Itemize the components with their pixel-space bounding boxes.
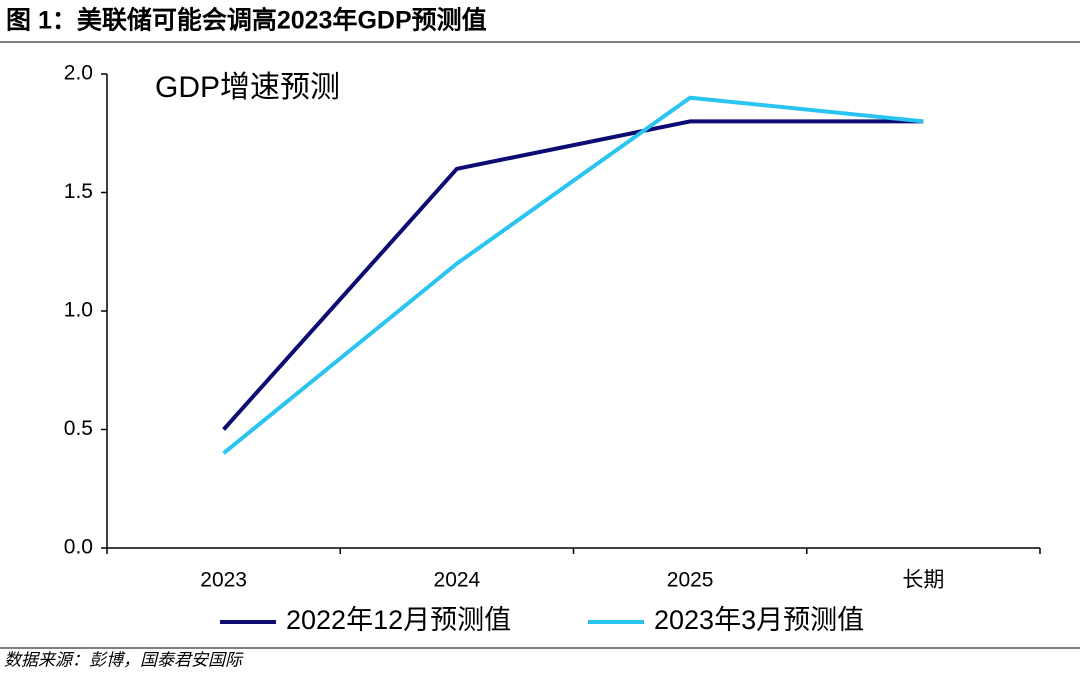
chart-title: 图 1：美联储可能会调高2023年GDP预测值 — [6, 6, 487, 35]
x-tick-label: 2024 — [434, 569, 481, 592]
source: 数据来源：彭博，国泰君安国际 — [4, 650, 244, 669]
series-line — [222, 119, 924, 431]
legend-label: 2023年3月预测值 — [654, 605, 864, 635]
y-tick-label: 0.5 — [64, 417, 93, 440]
x-tick-label: 长期 — [902, 569, 944, 592]
x-tick-label: 2023 — [200, 569, 247, 592]
x-tick-label: 2025 — [667, 569, 714, 592]
series-line — [222, 95, 924, 455]
y-tick-label: 0.0 — [64, 536, 93, 559]
annotation: GDP增速预测 — [155, 71, 340, 104]
legend-label: 2022年12月预测值 — [286, 605, 511, 635]
y-tick-label: 1.0 — [64, 299, 93, 322]
y-tick-label: 1.5 — [64, 180, 93, 203]
y-tick-label: 2.0 — [64, 62, 93, 85]
